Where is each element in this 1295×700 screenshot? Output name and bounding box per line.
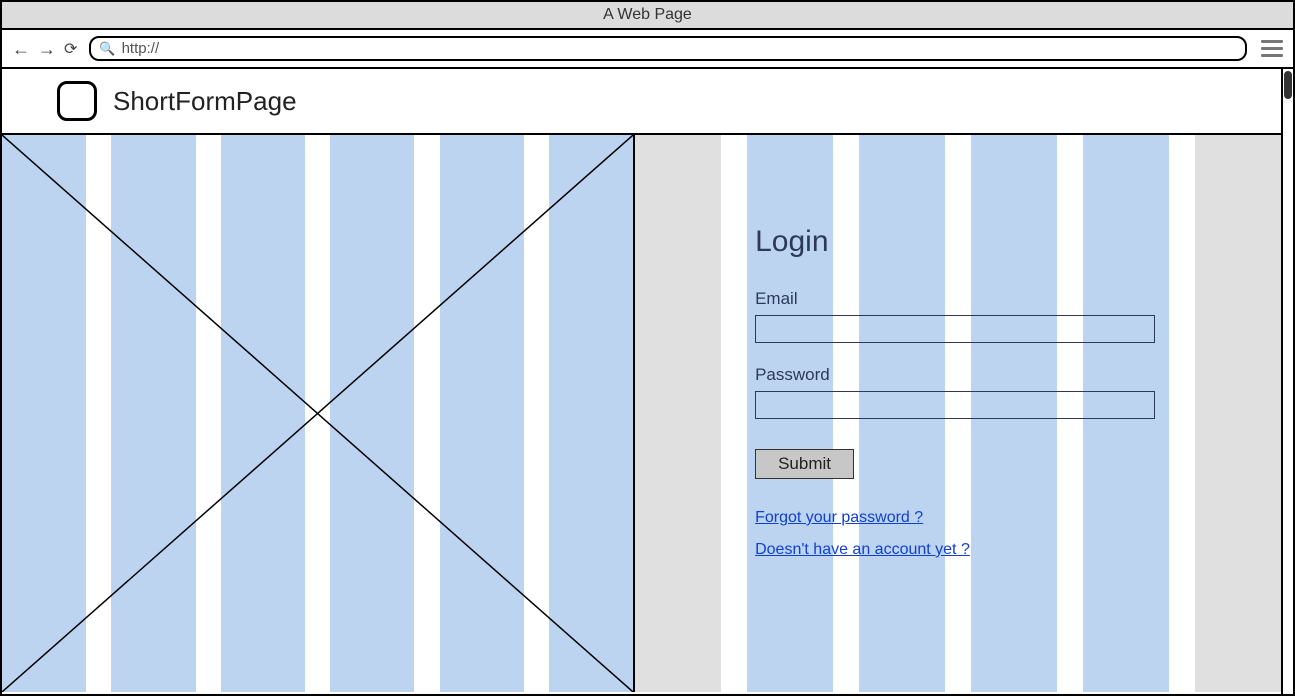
search-icon: 🔍 [99, 41, 115, 57]
scrollbar-thumb[interactable] [1284, 71, 1292, 99]
email-label: Email [755, 289, 1155, 309]
forgot-password-row: Forgot your password ? [755, 509, 1155, 527]
window-titlebar: A Web Page [2, 2, 1293, 30]
password-input[interactable] [755, 391, 1155, 419]
password-label: Password [755, 365, 1155, 385]
browser-toolbar: ← → ⟳ 🔍 http:// [2, 30, 1293, 69]
browser-viewport: ShortFormPage [2, 69, 1293, 694]
login-form: Login Email Password Submit Forgot your … [755, 225, 1155, 573]
email-field-group: Email [755, 289, 1155, 343]
signup-row: Doesn't have an account yet ? [755, 541, 1155, 559]
refresh-button[interactable]: ⟳ [64, 39, 77, 59]
logo-placeholder [57, 81, 97, 121]
browser-window: A Web Page ← → ⟳ 🔍 http:// ShortFormPage [0, 0, 1295, 696]
page-title: ShortFormPage [113, 86, 297, 117]
forward-button[interactable]: → [38, 40, 56, 58]
submit-button[interactable]: Submit [755, 449, 854, 479]
content-area: Login Email Password Submit Forgot your … [2, 135, 1281, 692]
signup-link[interactable]: Doesn't have an account yet ? [755, 541, 970, 558]
back-button[interactable]: ← [12, 40, 30, 58]
forgot-password-link[interactable]: Forgot your password ? [755, 509, 923, 526]
grid-overlay-left [2, 135, 633, 692]
page-header: ShortFormPage [2, 69, 1281, 135]
image-placeholder-panel [2, 135, 635, 692]
form-panel: Login Email Password Submit Forgot your … [635, 135, 1281, 692]
page-content: ShortFormPage [2, 69, 1281, 694]
login-heading: Login [755, 225, 1155, 259]
url-bar[interactable]: 🔍 http:// [89, 36, 1247, 61]
window-title: A Web Page [603, 6, 692, 23]
scrollbar[interactable] [1281, 69, 1293, 694]
url-text: http:// [122, 40, 160, 57]
menu-button[interactable] [1261, 40, 1283, 57]
password-field-group: Password [755, 365, 1155, 419]
email-input[interactable] [755, 315, 1155, 343]
